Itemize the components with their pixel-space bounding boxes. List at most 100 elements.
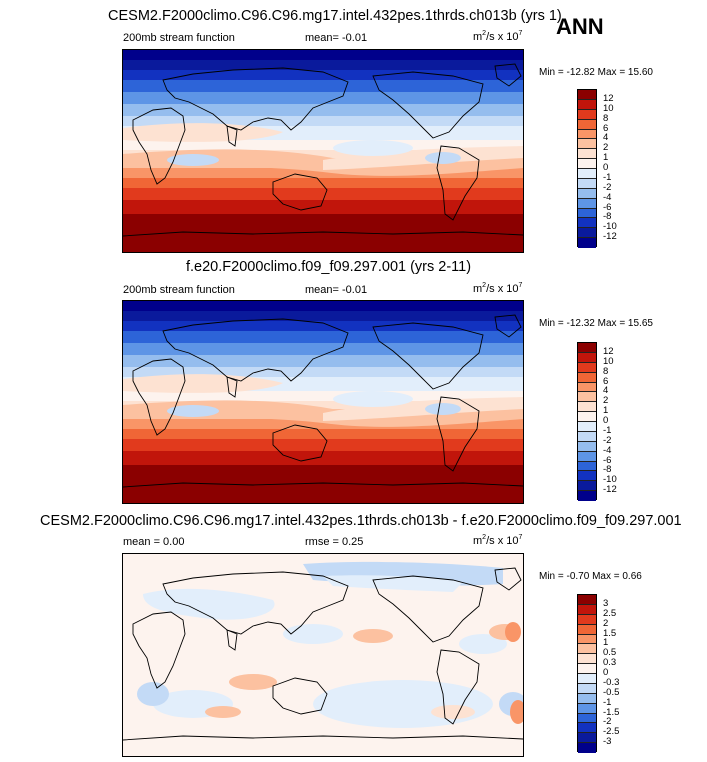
- contour-region: [459, 634, 507, 654]
- panel2-mean-label: mean= -0.01: [305, 284, 368, 296]
- coastline: [162, 67, 349, 131]
- coastline: [272, 424, 328, 462]
- colorbar-segment: [578, 129, 596, 140]
- colorbar-tick-label: -1: [603, 424, 612, 436]
- colorbar-tick-label: -8: [603, 464, 612, 476]
- panel1-units: m2/s x 107: [473, 30, 523, 43]
- panel2-title: f.e20.F2000climo.f09_f09.297.001 (yrs 2-…: [186, 259, 472, 275]
- colorbar-segment: [578, 352, 596, 363]
- colorbar-tick-label: 10: [603, 102, 614, 114]
- panel2-left-label: 200mb stream function: [123, 284, 235, 296]
- colorbar-tick-label: -12: [603, 231, 617, 243]
- contour-region: [137, 682, 169, 706]
- colorbar-segment: [578, 159, 596, 169]
- contour-band: [123, 150, 523, 158]
- colorbar-segment: [578, 595, 596, 605]
- colorbar-tick-label: 8: [603, 112, 609, 124]
- colorbar-segment: [578, 119, 596, 130]
- contour-region: [353, 629, 393, 643]
- contour-region: [425, 403, 461, 415]
- season-label: ANN: [556, 14, 604, 39]
- panel2-units: m2/s x 107: [473, 282, 523, 295]
- colorbar-segment: [578, 624, 596, 635]
- contour-band: [123, 140, 523, 150]
- coastline: [123, 231, 523, 237]
- colorbar-segment: [578, 471, 596, 482]
- colorbar-segment: [578, 654, 596, 665]
- coastline: [494, 567, 522, 591]
- coastline: [372, 71, 484, 139]
- coastline: [162, 571, 349, 635]
- colorbar-segment: [578, 461, 596, 472]
- colorbar-segment: [578, 441, 596, 452]
- colorbar-tick-label: 6: [603, 375, 609, 387]
- contour-band: [123, 60, 523, 70]
- coastline: [226, 376, 238, 398]
- colorbar-segment: [578, 218, 596, 229]
- contour-band: [123, 116, 523, 126]
- colorbar-segment: [578, 169, 596, 179]
- colorbar-tick-label: -6: [603, 454, 612, 466]
- colorbar-tick-label: 8: [603, 365, 609, 377]
- contour-band: [123, 343, 523, 355]
- contour-band: [123, 311, 523, 321]
- contour-band: [123, 178, 523, 188]
- contour-band: [123, 50, 523, 60]
- colorbar-segment: [578, 372, 596, 383]
- coastline: [372, 322, 484, 390]
- colorbar-segment: [578, 634, 596, 645]
- coastline: [123, 735, 523, 741]
- contour-region: [167, 154, 219, 166]
- contour-region: [323, 397, 523, 421]
- contour-band: [123, 367, 523, 377]
- contour-band: [123, 214, 523, 252]
- coastline: [132, 107, 186, 185]
- colorbar-segment: [578, 109, 596, 120]
- colorbar-segment: [578, 90, 596, 100]
- panel1-map: [122, 49, 524, 253]
- colorbar-segment: [578, 412, 596, 422]
- contour-band: [123, 321, 523, 331]
- colorbar-tick-label: 0: [603, 667, 609, 678]
- contour-band: [123, 301, 523, 311]
- colorbar-tick-label: -10: [603, 474, 617, 486]
- contour-region: [431, 705, 475, 719]
- contour-band: [123, 465, 523, 503]
- colorbar-segment: [578, 402, 596, 413]
- contour-region: [313, 680, 493, 728]
- colorbar-segment: [578, 99, 596, 110]
- panel3-units: m2/s x 107: [473, 534, 523, 547]
- colorbar-tick-label: -4: [603, 191, 612, 203]
- coastline: [272, 173, 328, 211]
- contour-band: [123, 401, 523, 409]
- colorbar-tick-label: -10: [603, 221, 617, 233]
- colorbar-segment: [578, 149, 596, 160]
- colorbar-tick-label: -1: [603, 171, 612, 183]
- colorbar-tick-label: -12: [603, 484, 617, 496]
- contour-band: [123, 439, 523, 451]
- colorbar-segment: [578, 392, 596, 403]
- contour-region: [505, 622, 521, 642]
- colorbar-segment: [578, 362, 596, 373]
- colorbar-tick-label: -0.5: [603, 686, 620, 698]
- coastline: [132, 358, 186, 436]
- colorbar-tick-label: 1.5: [603, 627, 617, 639]
- panel1-minmax: Min = -12.82 Max = 15.60: [539, 67, 653, 78]
- colorbar-tick-label: 12: [603, 92, 614, 104]
- colorbar-tick-label: 12: [603, 345, 614, 357]
- panel3-title: CESM2.F2000climo.C96.C96.mg17.intel.432p…: [40, 513, 682, 529]
- colorbar-segment: [578, 733, 596, 744]
- coastline: [132, 611, 186, 689]
- contour-band: [123, 419, 523, 429]
- colorbar-tick-label: -2.5: [603, 726, 620, 738]
- panel1-colorbar-ticks: 12 10 8 6 4 2 1 0 -1 -2 -4 -6 -8 -10 -12: [603, 89, 643, 247]
- colorbar-segment: [578, 604, 596, 615]
- coastline: [272, 677, 328, 715]
- colorbar-segment: [578, 198, 596, 209]
- panel3-map: [122, 553, 524, 757]
- colorbar-tick-label: 0: [603, 162, 609, 173]
- panel1-left-label: 200mb stream function: [123, 32, 235, 44]
- colorbar-tick-label: 4: [603, 385, 609, 397]
- coastline: [123, 482, 523, 488]
- colorbar-segment: [578, 481, 596, 492]
